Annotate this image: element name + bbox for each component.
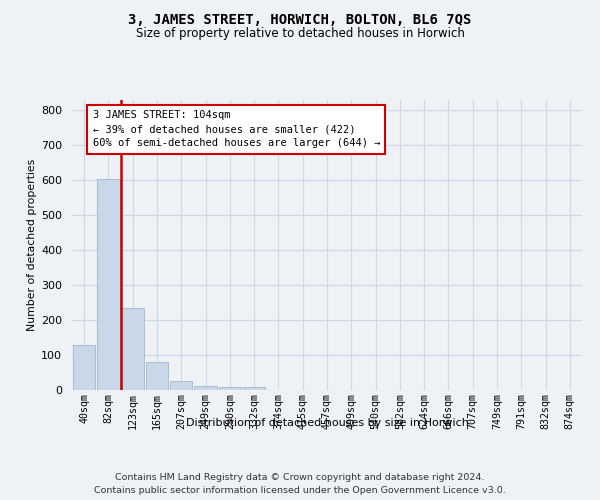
Y-axis label: Number of detached properties: Number of detached properties — [27, 159, 37, 331]
Bar — [243, 387, 265, 390]
Bar — [97, 178, 119, 390]
Bar — [146, 362, 168, 390]
Text: 3 JAMES STREET: 104sqm
← 39% of detached houses are smaller (422)
60% of semi-de: 3 JAMES STREET: 104sqm ← 39% of detached… — [92, 110, 380, 148]
Text: Distribution of detached houses by size in Horwich: Distribution of detached houses by size … — [185, 418, 469, 428]
Text: Contains HM Land Registry data © Crown copyright and database right 2024.: Contains HM Land Registry data © Crown c… — [115, 472, 485, 482]
Text: Contains public sector information licensed under the Open Government Licence v3: Contains public sector information licen… — [94, 486, 506, 495]
Bar — [122, 308, 144, 390]
Bar — [73, 344, 95, 390]
Bar — [194, 386, 217, 390]
Text: Size of property relative to detached houses in Horwich: Size of property relative to detached ho… — [136, 28, 464, 40]
Bar — [218, 386, 241, 390]
Text: 3, JAMES STREET, HORWICH, BOLTON, BL6 7QS: 3, JAMES STREET, HORWICH, BOLTON, BL6 7Q… — [128, 12, 472, 26]
Bar — [170, 382, 193, 390]
